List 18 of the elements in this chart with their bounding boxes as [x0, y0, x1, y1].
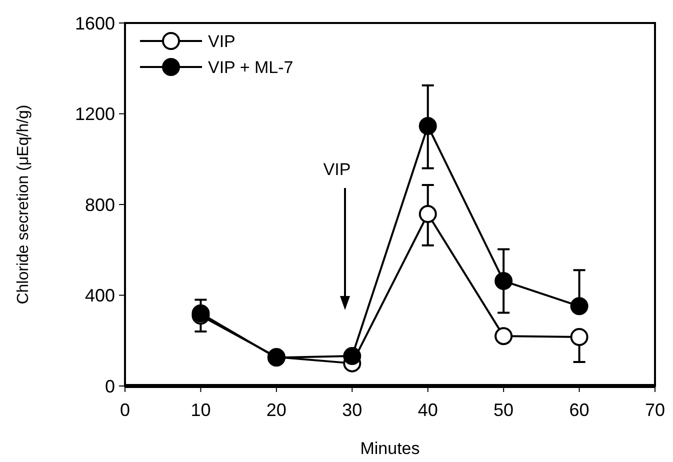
annotation: VIP — [323, 160, 351, 179]
x-tick-label: 30 — [342, 400, 362, 420]
y-tick-label: 0 — [104, 376, 115, 396]
x-tick-label: 20 — [266, 400, 286, 420]
y-tick-label: 1200 — [74, 104, 115, 124]
x-tick-label: 0 — [120, 400, 130, 420]
y-axis-title: Chloride secretion (μEq/h/g) — [15, 104, 32, 304]
y-tick-label: 1600 — [74, 13, 115, 34]
legend-label: VIP + ML-7 — [208, 58, 294, 77]
x-tick-label: 10 — [190, 400, 211, 420]
x-tick-label: 50 — [494, 400, 514, 420]
x-tick-label: 60 — [569, 400, 590, 420]
x-tick-label: 40 — [418, 400, 438, 420]
legend-label: VIP — [208, 32, 236, 51]
y-tick-label: 800 — [84, 194, 115, 215]
x-axis-title: Minutes — [360, 439, 420, 458]
y-tick-label: 400 — [84, 286, 115, 306]
x-tick-label: 70 — [644, 400, 666, 420]
